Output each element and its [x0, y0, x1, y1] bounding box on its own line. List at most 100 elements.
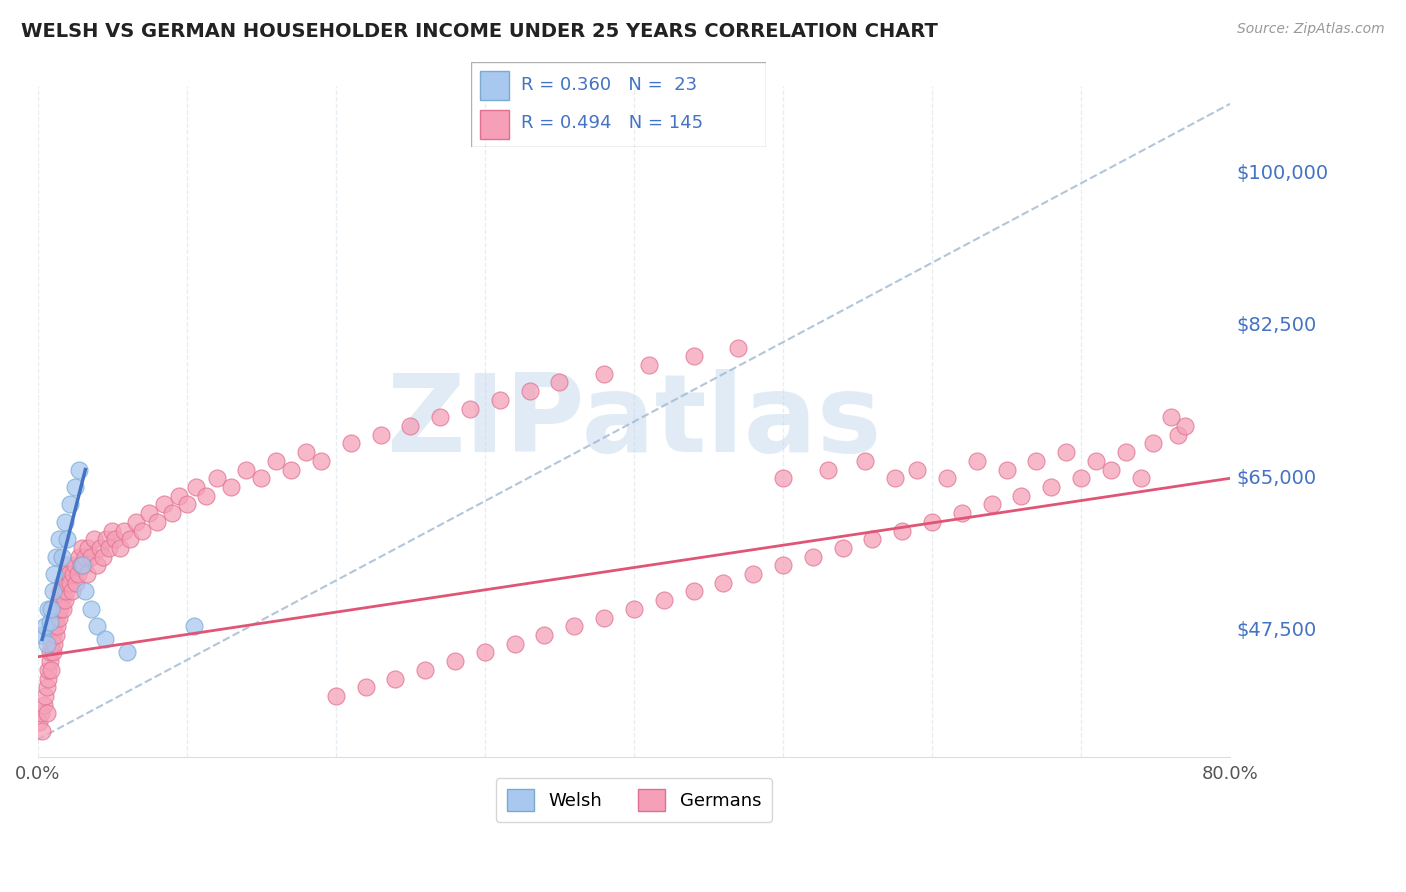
Text: R = 0.494   N = 145: R = 0.494 N = 145 [522, 114, 703, 132]
Point [51, 593, 73, 607]
Point [1025, 454, 1047, 468]
Point [72, 558, 94, 573]
Point [49, 602, 72, 616]
Point [682, 349, 704, 363]
Point [444, 654, 467, 668]
Point [120, 533, 142, 547]
Point [37, 672, 59, 686]
Point [30, 706, 52, 721]
Point [370, 427, 392, 442]
Point [1011, 489, 1033, 503]
Point [160, 506, 183, 520]
Point [503, 637, 526, 651]
Point [593, 610, 616, 624]
Point [86, 619, 108, 633]
Point [37, 602, 59, 616]
Point [94, 632, 117, 647]
Point [652, 593, 675, 607]
Point [115, 645, 138, 659]
Point [936, 471, 959, 485]
Point [637, 358, 659, 372]
Point [562, 619, 585, 633]
Point [86, 558, 108, 573]
Point [727, 341, 749, 355]
Point [458, 401, 481, 416]
Point [48, 610, 70, 624]
Point [883, 471, 905, 485]
Text: $65,000: $65,000 [1236, 469, 1316, 488]
Point [35, 706, 58, 721]
Point [96, 533, 118, 547]
Point [53, 515, 76, 529]
Point [42, 637, 65, 651]
Point [66, 567, 89, 582]
Point [89, 541, 111, 555]
Text: R = 0.360   N =  23: R = 0.360 N = 23 [522, 77, 697, 95]
Point [429, 410, 451, 425]
Point [146, 515, 169, 529]
Point [41, 645, 63, 659]
Point [533, 628, 555, 642]
Point [474, 645, 496, 659]
Point [28, 715, 51, 730]
Point [55, 567, 77, 582]
Point [80, 549, 103, 564]
Point [58, 567, 80, 582]
Point [1160, 410, 1182, 425]
Legend: Welsh, Germans: Welsh, Germans [496, 778, 772, 822]
Point [52, 584, 75, 599]
FancyBboxPatch shape [479, 71, 509, 100]
Point [45, 610, 67, 624]
Point [62, 567, 84, 582]
Point [49, 584, 72, 599]
Point [995, 462, 1018, 476]
Point [53, 575, 76, 590]
Point [519, 384, 541, 399]
Point [38, 645, 60, 659]
Point [221, 480, 243, 494]
Point [399, 419, 422, 434]
Point [921, 515, 943, 529]
Point [354, 680, 377, 694]
Point [801, 549, 824, 564]
Point [980, 497, 1002, 511]
Point [38, 615, 60, 629]
Point [45, 628, 67, 642]
Point [488, 392, 510, 407]
Point [76, 567, 98, 582]
Text: $82,500: $82,500 [1236, 317, 1316, 335]
Point [59, 575, 82, 590]
Point [950, 506, 973, 520]
Point [35, 637, 58, 651]
Point [176, 497, 198, 511]
Point [45, 549, 67, 564]
Point [53, 593, 76, 607]
Point [682, 584, 704, 599]
Point [52, 602, 75, 616]
Point [63, 480, 86, 494]
Point [183, 619, 205, 633]
Point [34, 619, 56, 633]
Point [31, 723, 53, 738]
Point [593, 367, 616, 381]
Point [38, 654, 60, 668]
Point [325, 689, 347, 703]
Point [77, 541, 100, 555]
Point [905, 462, 928, 476]
Point [891, 524, 914, 538]
Point [1174, 419, 1197, 434]
Text: WELSH VS GERMAN HOUSEHOLDER INCOME UNDER 25 YEARS CORRELATION CHART: WELSH VS GERMAN HOUSEHOLDER INCOME UNDER… [21, 22, 938, 41]
Point [48, 533, 70, 547]
Point [98, 541, 121, 555]
Point [75, 549, 97, 564]
Point [41, 628, 63, 642]
Point [138, 506, 160, 520]
Point [153, 497, 176, 511]
Point [205, 471, 228, 485]
Point [41, 584, 63, 599]
Point [67, 462, 90, 476]
Point [35, 680, 58, 694]
Point [31, 628, 53, 642]
Point [56, 558, 79, 573]
Point [548, 376, 571, 390]
